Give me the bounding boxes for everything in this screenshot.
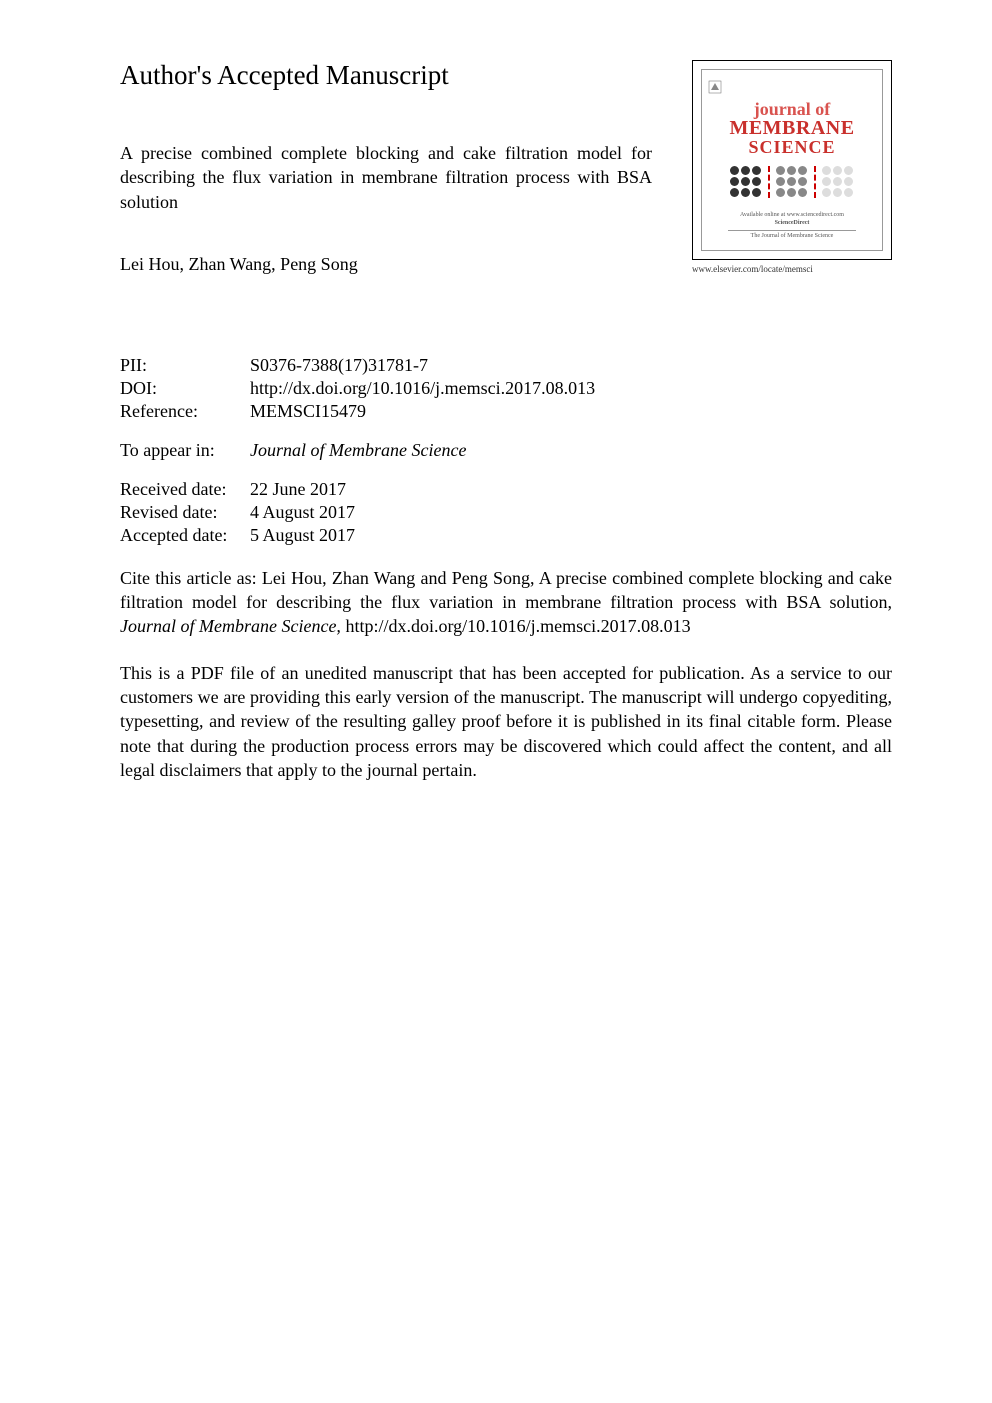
meta-value-reference: MEMSCI15479 — [250, 401, 892, 422]
journal-title-line1: journal of — [708, 100, 876, 118]
meta-row-reference: Reference: MEMSCI15479 — [120, 401, 892, 422]
meta-label-received: Received date: — [120, 479, 250, 500]
citation-prefix: Cite this article as: Lei Hou, Zhan Wang… — [120, 568, 892, 612]
meta-label-reference: Reference: — [120, 401, 250, 422]
citation-journal: Journal of Membrane Science, — [120, 616, 341, 636]
meta-value-received: 22 June 2017 — [250, 479, 892, 500]
meta-label-revised: Revised date: — [120, 502, 250, 523]
meta-value-pii: S0376-7388(17)31781-7 — [250, 355, 892, 376]
cover-footer-line2: ScienceDirect — [708, 220, 876, 228]
meta-row-doi: DOI: http://dx.doi.org/10.1016/j.memsci.… — [120, 378, 892, 399]
article-title: A precise combined complete blocking and… — [120, 141, 652, 214]
header-row: Author's Accepted Manuscript A precise c… — [120, 60, 892, 275]
meta-group-appear: To appear in: Journal of Membrane Scienc… — [120, 440, 892, 461]
dashed-separator-icon — [768, 166, 770, 198]
dot-cluster-right — [822, 166, 854, 198]
cover-footer: Available online at www.sciencedirect.co… — [708, 212, 876, 240]
cover-footer-line1: Available online at www.sciencedirect.co… — [708, 212, 876, 220]
meta-value-doi: http://dx.doi.org/10.1016/j.memsci.2017.… — [250, 378, 892, 399]
cover-footer-line3: The Journal of Membrane Science — [708, 233, 876, 241]
meta-row-received: Received date: 22 June 2017 — [120, 479, 892, 500]
meta-value-appear: Journal of Membrane Science — [250, 440, 892, 461]
meta-label-doi: DOI: — [120, 378, 250, 399]
dot-cluster-left — [730, 166, 762, 198]
journal-title-line3: SCIENCE — [708, 138, 876, 156]
citation-block: Cite this article as: Lei Hou, Zhan Wang… — [120, 566, 892, 639]
dot-cluster-mid — [776, 166, 808, 198]
dashed-separator-icon — [814, 166, 816, 198]
meta-row-accepted: Accepted date: 5 August 2017 — [120, 525, 892, 546]
meta-row-revised: Revised date: 4 August 2017 — [120, 502, 892, 523]
cover-url: www.elsevier.com/locate/memsci — [692, 264, 892, 274]
journal-title-line2: MEMBRANE — [708, 118, 876, 138]
metadata-block: PII: S0376-7388(17)31781-7 DOI: http://d… — [120, 355, 892, 546]
meta-label-pii: PII: — [120, 355, 250, 376]
manuscript-heading: Author's Accepted Manuscript — [120, 60, 652, 91]
publisher-logo-icon — [708, 80, 876, 96]
citation-suffix: http://dx.doi.org/10.1016/j.memsci.2017.… — [341, 616, 691, 636]
authors-line: Lei Hou, Zhan Wang, Peng Song — [120, 254, 652, 275]
meta-row-pii: PII: S0376-7388(17)31781-7 — [120, 355, 892, 376]
meta-label-accepted: Accepted date: — [120, 525, 250, 546]
meta-group-ids: PII: S0376-7388(17)31781-7 DOI: http://d… — [120, 355, 892, 422]
meta-label-appear: To appear in: — [120, 440, 250, 461]
journal-cover: journal of MEMBRANE SCIENCE — [692, 60, 892, 260]
left-header: Author's Accepted Manuscript A precise c… — [120, 60, 692, 275]
cover-graphic — [708, 166, 876, 198]
meta-value-accepted: 5 August 2017 — [250, 525, 892, 546]
disclaimer-block: This is a PDF file of an unedited manusc… — [120, 661, 892, 782]
meta-group-dates: Received date: 22 June 2017 Revised date… — [120, 479, 892, 546]
meta-row-appear: To appear in: Journal of Membrane Scienc… — [120, 440, 892, 461]
journal-cover-wrapper: journal of MEMBRANE SCIENCE — [692, 60, 892, 274]
journal-cover-inner: journal of MEMBRANE SCIENCE — [701, 69, 883, 251]
meta-value-revised: 4 August 2017 — [250, 502, 892, 523]
